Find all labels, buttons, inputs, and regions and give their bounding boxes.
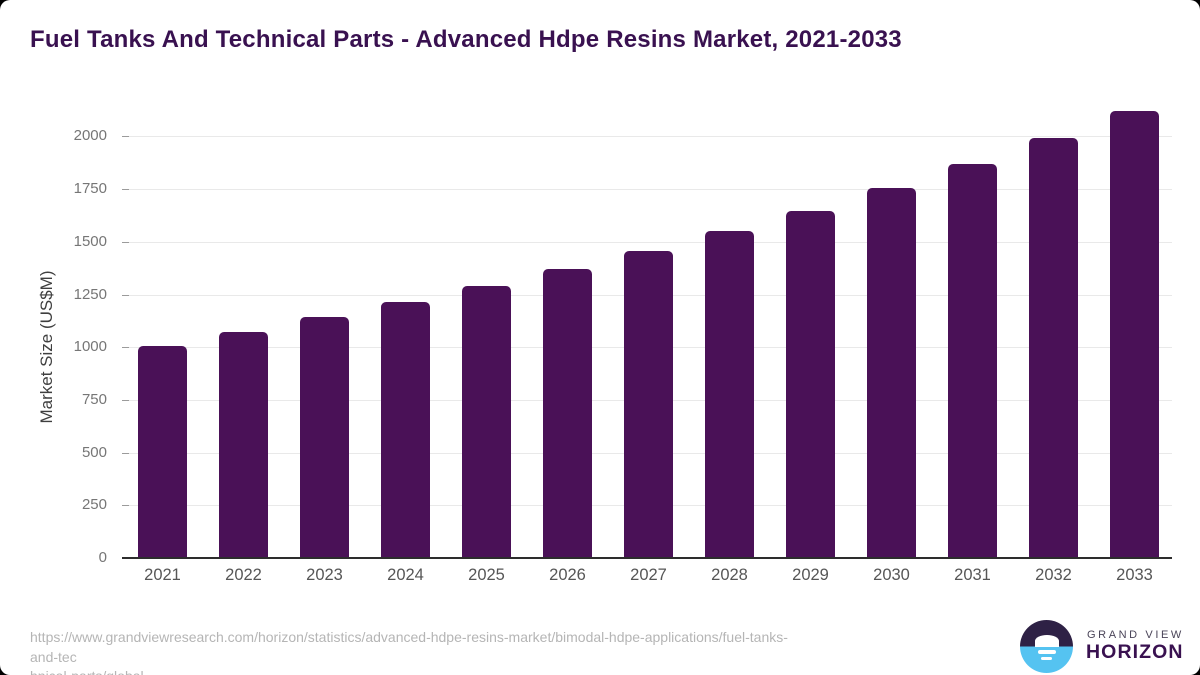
grandview-horizon-logo[interactable]: GRAND VIEW HORIZON <box>1020 619 1183 673</box>
logo-brand-top-text: GRAND VIEW <box>1087 629 1184 641</box>
y-tick-label-500: 500 <box>81 444 107 461</box>
sun-dome-shape <box>1034 634 1059 647</box>
bar-2027[interactable] <box>624 251 673 557</box>
y-tick-mark-250 <box>122 505 129 506</box>
horizon-stripe-2 <box>1041 656 1052 660</box>
y-tick-mark-1500 <box>122 242 129 243</box>
x-tick-label-2032: 2032 <box>1035 566 1072 584</box>
gridline-1750 <box>122 189 1172 190</box>
x-tick-label-2024: 2024 <box>387 566 424 584</box>
horizon-stripe-1 <box>1037 650 1056 654</box>
y-tick-mark-500 <box>122 453 129 454</box>
x-tick-label-2023: 2023 <box>306 566 343 584</box>
bar-2025[interactable] <box>462 286 511 557</box>
bar-2026[interactable] <box>543 269 592 557</box>
bar-2031[interactable] <box>948 164 997 557</box>
bar-2021[interactable] <box>138 346 187 557</box>
x-tick-label-2033: 2033 <box>1116 566 1153 584</box>
x-tick-label-2031: 2031 <box>954 566 991 584</box>
bar-2022[interactable] <box>219 332 268 557</box>
y-tick-mark-1250 <box>122 295 129 296</box>
y-tick-label-1750: 1750 <box>73 180 107 197</box>
x-tick-label-2021: 2021 <box>144 566 181 584</box>
y-tick-label-750: 750 <box>81 391 107 408</box>
x-tick-label-2027: 2027 <box>630 566 667 584</box>
y-tick-mark-750 <box>122 400 129 401</box>
chart-title: Fuel Tanks And Technical Parts - Advance… <box>30 26 902 53</box>
y-tick-mark-1000 <box>122 347 129 348</box>
logo-brand-bottom-text: HORIZON <box>1086 641 1184 663</box>
y-tick-label-1500: 1500 <box>73 233 107 250</box>
y-tick-mark-2000 <box>122 136 129 137</box>
x-tick-label-2030: 2030 <box>873 566 910 584</box>
bar-2029[interactable] <box>786 211 835 557</box>
x-tick-label-2029: 2029 <box>792 566 829 584</box>
x-tick-label-2025: 2025 <box>468 566 505 584</box>
source-url-line2: hnical-parts/global <box>30 668 144 675</box>
bar-2024[interactable] <box>381 302 430 557</box>
bar-2028[interactable] <box>705 231 754 557</box>
x-tick-label-2022: 2022 <box>225 566 262 584</box>
x-axis-line <box>122 557 1172 559</box>
gridline-1500 <box>122 242 1172 243</box>
y-tick-label-1250: 1250 <box>73 286 107 303</box>
bar-2033[interactable] <box>1110 111 1159 557</box>
bar-2032[interactable] <box>1029 138 1078 557</box>
gridline-2000 <box>122 136 1172 137</box>
bar-2023[interactable] <box>300 317 349 557</box>
source-url: https://www.grandviewresearch.com/horizo… <box>30 628 790 675</box>
horizon-sun-icon <box>1020 620 1073 673</box>
y-tick-label-0: 0 <box>98 549 107 566</box>
x-tick-label-2026: 2026 <box>549 566 586 584</box>
y-tick-label-1000: 1000 <box>73 338 107 355</box>
y-tick-mark-1750 <box>122 189 129 190</box>
y-tick-label-250: 250 <box>81 496 107 513</box>
source-url-line1: https://www.grandviewresearch.com/horizo… <box>30 629 788 665</box>
y-tick-label-2000: 2000 <box>73 127 107 144</box>
bar-2030[interactable] <box>867 188 916 557</box>
x-tick-label-2028: 2028 <box>711 566 748 584</box>
